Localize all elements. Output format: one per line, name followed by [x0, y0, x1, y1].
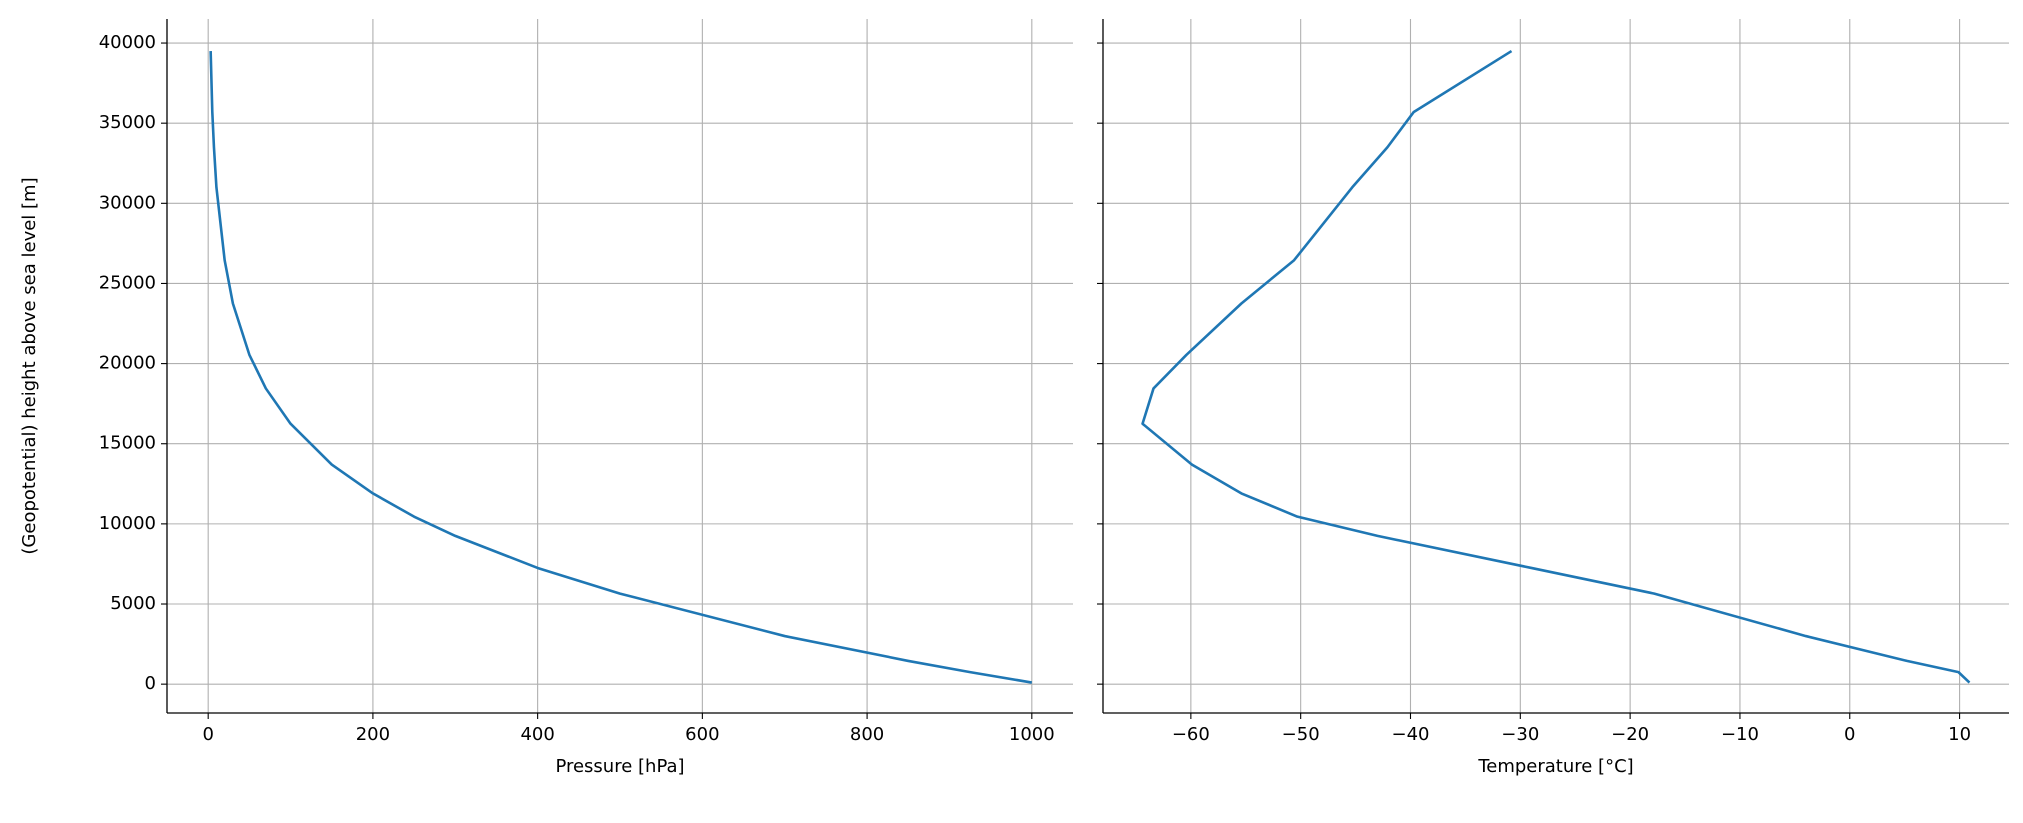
x-tick-label: 1000: [1009, 724, 1055, 745]
x-tick-label: 200: [356, 724, 390, 745]
x-tick-label: 400: [520, 724, 554, 745]
x-tick-label: 800: [850, 724, 884, 745]
x-tick-label: 0: [202, 724, 213, 745]
x-tick-label: −60: [1172, 724, 1210, 745]
x-tick-label: −30: [1501, 724, 1539, 745]
line: [209, 51, 1033, 684]
x-axis-label: Temperature [°C]: [1477, 756, 1633, 777]
y-axis-label: (Geopotential) height above sea level [m…: [19, 177, 40, 554]
x-tick-label: −20: [1611, 724, 1649, 745]
y-tick-label: 40000: [99, 32, 156, 53]
x-tick-label: −50: [1282, 724, 1320, 745]
x-tick-label: 600: [685, 724, 719, 745]
y-tick-label: 20000: [99, 353, 156, 374]
y-tick-label: 5000: [110, 593, 156, 614]
y-tick-label: 30000: [99, 192, 156, 213]
x-tick-label: −40: [1391, 724, 1429, 745]
x-axis-label: Pressure [hPa]: [555, 756, 684, 777]
y-tick-label: 35000: [99, 112, 156, 133]
y-tick-label: 15000: [99, 433, 156, 454]
x-tick-label: 10: [1948, 724, 1971, 745]
y-tick-label: 0: [145, 673, 156, 694]
line: [1141, 49, 1971, 684]
y-tick-label: 25000: [99, 272, 156, 293]
x-tick-label: −10: [1721, 724, 1759, 745]
x-tick-label: 0: [1844, 724, 1855, 745]
y-tick-label: 10000: [99, 513, 156, 534]
